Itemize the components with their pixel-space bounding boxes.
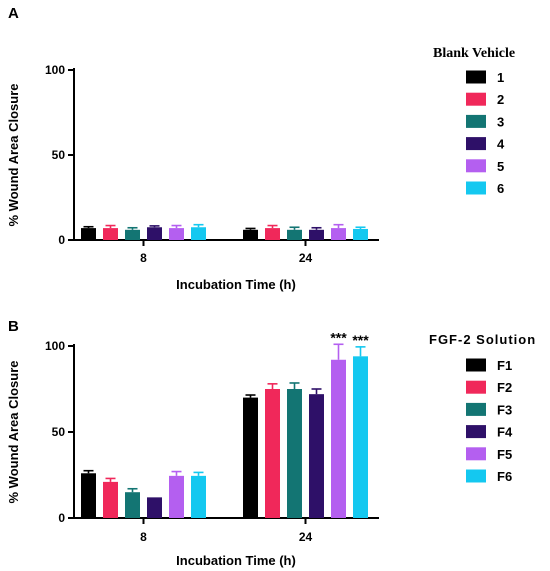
- legend-label-b: F3: [497, 402, 512, 417]
- bar-b-f6-8: [191, 475, 206, 518]
- significance-annotation-b: ***: [352, 332, 369, 348]
- bar-a-4-24: [309, 229, 324, 240]
- significance-annotation-b: ***: [330, 329, 347, 345]
- bar-a-6-8: [191, 227, 206, 240]
- bar-b-f3-24: [287, 389, 302, 518]
- legend-swatch-b: [466, 380, 486, 394]
- legend-label-b: F2: [497, 380, 512, 395]
- legend-label-a: 1: [497, 70, 504, 85]
- x-axis-title-a: Incubation Time (h): [176, 277, 296, 292]
- legend-title-a: Blank Vehicle: [433, 46, 515, 61]
- legend-swatch-b: [466, 402, 486, 416]
- bar-a-5-8: [169, 228, 184, 240]
- bar-b-f4-24: [309, 394, 324, 518]
- legend-swatch-b: [466, 425, 486, 439]
- bar-b-f5-24: [331, 359, 346, 518]
- legend-label-b: F5: [497, 447, 512, 462]
- panel-letter-b: B: [8, 318, 19, 335]
- legend-swatch-b: [466, 447, 486, 461]
- bar-b-f1-24: [243, 397, 258, 518]
- legend-swatch-b: [466, 469, 486, 483]
- x-tick-label-a: 24: [299, 251, 313, 265]
- bar-a-1-24: [243, 229, 258, 240]
- bar-a-2-24: [265, 228, 280, 240]
- bar-b-f5-8: [169, 475, 184, 518]
- legend-swatch-a: [466, 181, 486, 195]
- legend-label-b: F1: [497, 358, 512, 373]
- bar-a-3-8: [125, 229, 140, 240]
- legend-title-b: FGF-2 Solution: [429, 332, 536, 347]
- y-tick-label-b: 100: [45, 339, 65, 353]
- legend-label-a: 5: [497, 159, 504, 174]
- x-tick-label-a: 8: [140, 251, 147, 265]
- panel-letter-a: A: [8, 5, 19, 22]
- x-axis-title-b: Incubation Time (h): [176, 553, 296, 568]
- bar-a-3-24: [287, 229, 302, 240]
- legend-swatch-a: [466, 114, 486, 128]
- legend-label-a: 3: [497, 114, 504, 129]
- x-tick-label-b: 8: [140, 530, 147, 544]
- bar-b-f3-8: [125, 492, 140, 518]
- legend-label-b: F6: [497, 469, 512, 484]
- x-tick-label-b: 24: [299, 530, 313, 544]
- y-tick-label-a: 50: [52, 148, 66, 162]
- bar-b-f2-8: [103, 481, 118, 518]
- y-tick-label-a: 100: [45, 63, 65, 77]
- legend-label-a: 4: [497, 137, 505, 152]
- bar-a-1-8: [81, 228, 96, 240]
- y-axis-title-a: % Wound Area Closure: [6, 83, 21, 226]
- legend-label-b: F4: [497, 425, 513, 440]
- y-tick-label-a: 0: [58, 233, 65, 247]
- bar-a-4-8: [147, 227, 162, 240]
- legend-swatch-a: [466, 70, 486, 84]
- legend-label-a: 2: [497, 92, 504, 107]
- bar-b-f4-8: [147, 497, 162, 518]
- bar-a-2-8: [103, 228, 118, 240]
- y-axis-title-b: % Wound Area Closure: [6, 360, 21, 503]
- legend-label-a: 6: [497, 181, 504, 196]
- y-tick-label-b: 0: [58, 511, 65, 525]
- y-tick-label-b: 50: [52, 425, 66, 439]
- bar-a-6-24: [353, 228, 368, 240]
- bar-b-f2-24: [265, 389, 280, 518]
- bar-a-5-24: [331, 228, 346, 240]
- legend-swatch-a: [466, 159, 486, 173]
- bar-b-f6-24: [353, 356, 368, 518]
- bar-b-f1-8: [81, 473, 96, 518]
- legend-swatch-a: [466, 137, 486, 151]
- legend-swatch-a: [466, 92, 486, 106]
- legend-swatch-b: [466, 358, 486, 372]
